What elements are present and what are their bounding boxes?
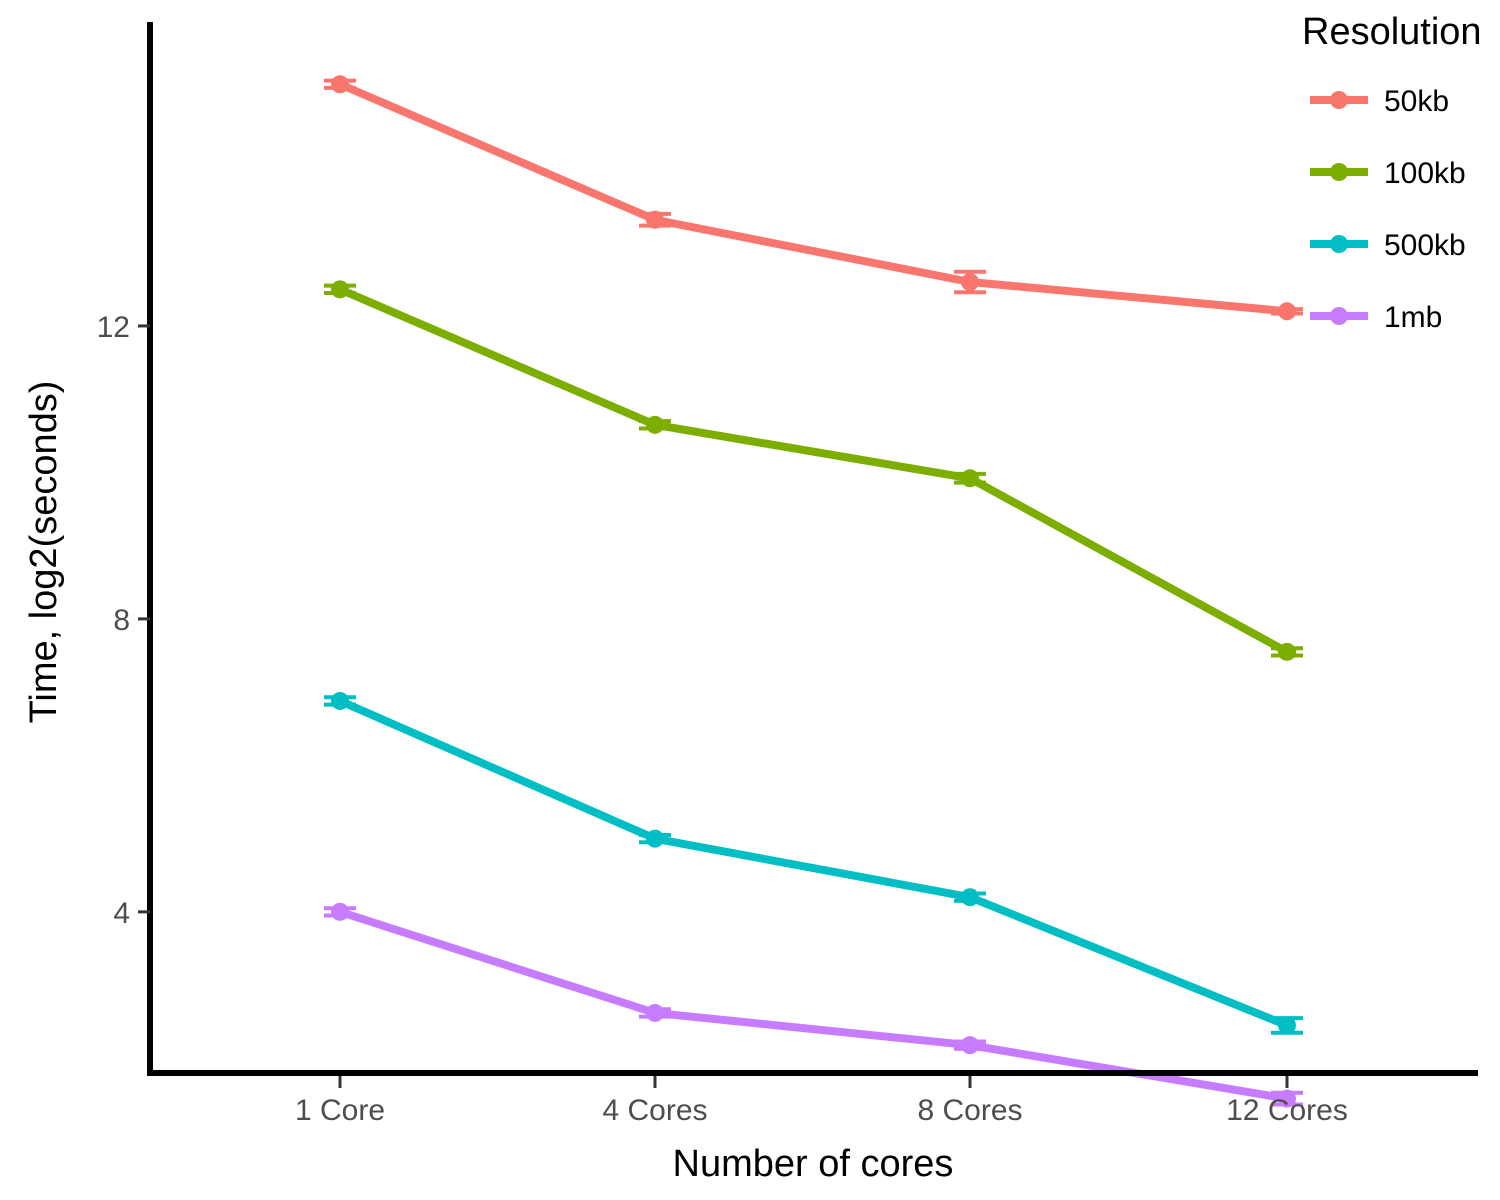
data-point xyxy=(331,280,349,299)
legend-label: 50kb xyxy=(1384,85,1449,118)
data-point xyxy=(1278,1089,1296,1108)
legend-key-point xyxy=(1330,163,1348,181)
legend-item-1mb: 1mb xyxy=(1310,301,1442,334)
y-ticks: 4 8 12 xyxy=(97,311,150,930)
legend-label: 1mb xyxy=(1384,301,1442,334)
data-point xyxy=(646,210,664,229)
series-100kb xyxy=(324,280,1303,661)
data-point xyxy=(961,1036,979,1055)
legend-key-point xyxy=(1330,91,1348,109)
legend: Resolution 50kb 100kb 500kb 1mb xyxy=(1302,11,1482,334)
legend-item-50kb: 50kb xyxy=(1310,85,1449,118)
data-point xyxy=(961,273,979,292)
data-point xyxy=(646,829,664,848)
series-1mb xyxy=(324,902,1303,1108)
legend-title: Resolution xyxy=(1302,11,1482,53)
legend-item-500kb: 500kb xyxy=(1310,229,1466,262)
series-line xyxy=(338,697,1289,1030)
data-point xyxy=(1278,642,1296,661)
series-50kb xyxy=(324,75,1303,321)
data-point xyxy=(646,1003,664,1022)
x-tick-label: 8 Cores xyxy=(917,1094,1022,1127)
x-ticks: 1 Core 4 Cores 8 Cores 12 Cores xyxy=(295,1076,1348,1127)
legend-label: 100kb xyxy=(1384,157,1466,190)
x-tick-label: 1 Core xyxy=(295,1094,385,1127)
data-point xyxy=(1278,1016,1296,1035)
y-tick-label: 8 xyxy=(113,604,130,637)
y-tick-label: 12 xyxy=(97,311,130,344)
data-point xyxy=(961,888,979,907)
legend-key-point xyxy=(1330,307,1348,325)
legend-label: 500kb xyxy=(1384,229,1466,262)
x-tick-label: 12 Cores xyxy=(1226,1094,1348,1127)
data-point xyxy=(331,902,349,921)
x-axis-title: Number of cores xyxy=(673,1143,954,1185)
data-point xyxy=(1278,302,1296,321)
y-axis-title: Time, log2(seconds) xyxy=(23,381,65,724)
axes xyxy=(147,22,1478,1076)
data-point xyxy=(331,75,349,94)
y-tick-label: 4 xyxy=(113,897,130,930)
data-point xyxy=(331,691,349,710)
series-line xyxy=(338,80,1288,316)
data-point xyxy=(961,469,979,488)
data-point xyxy=(646,415,664,434)
x-tick-label: 4 Cores xyxy=(602,1094,707,1127)
legend-key-point xyxy=(1330,235,1348,253)
series-line xyxy=(338,285,1289,656)
plot-area xyxy=(324,75,1303,1108)
series-500kb xyxy=(324,691,1303,1035)
legend-item-100kb: 100kb xyxy=(1310,157,1466,190)
